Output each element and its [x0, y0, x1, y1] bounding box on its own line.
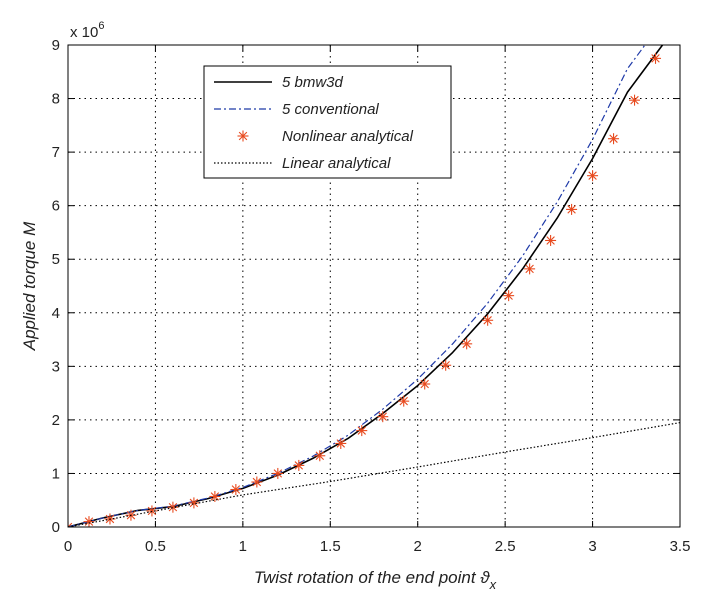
data-point [524, 263, 536, 275]
data-point [314, 450, 326, 462]
x-tick-label: 3 [588, 538, 596, 555]
x-axis-title: Twist rotation of the end point ϑx [254, 568, 497, 592]
data-point [209, 490, 221, 502]
data-point [68, 521, 74, 527]
data-point [293, 459, 305, 471]
x-tick-label: 1.5 [320, 538, 341, 555]
data-point [251, 476, 263, 488]
data-point [272, 467, 284, 479]
legend-label-5-bmw3d: 5 bmw3d [282, 74, 344, 91]
data-point [650, 52, 662, 64]
data-point [629, 94, 641, 106]
y-tick-label: 2 [52, 412, 60, 429]
data-point [419, 378, 431, 390]
plot-frame [67, 44, 681, 528]
legend-label-linear-analytical: Linear analytical [282, 155, 391, 172]
data-point [461, 338, 473, 350]
data-point [167, 501, 179, 513]
series-line-5-conventional [68, 45, 646, 527]
y-tick-label: 4 [52, 305, 60, 322]
x-tick-label: 2.5 [495, 538, 516, 555]
y-multiplier: x 106 [70, 20, 104, 41]
data-point [356, 425, 368, 437]
data-point [587, 170, 599, 182]
legend-label-5-conventional: 5 conventional [282, 101, 379, 118]
data-point [545, 234, 557, 246]
y-tick-label: 8 [52, 91, 60, 108]
data-point [482, 314, 494, 326]
data-point [503, 290, 515, 302]
y-tick-label: 5 [52, 251, 60, 268]
ticks: 0 0.5 1 1.5 2 2.5 3 3.5 0 1 2 3 4 5 6 7 8 9 [52, 37, 691, 555]
legend-box [203, 65, 452, 179]
data-point [230, 484, 242, 496]
data-point [377, 411, 389, 423]
data-point [335, 437, 347, 449]
y-tick-label: 6 [52, 198, 60, 215]
data-point [398, 395, 410, 407]
y-tick-label: 0 [52, 519, 60, 536]
grid [68, 45, 680, 527]
legend-label-nonlinear-analytical: Nonlinear analytical [282, 128, 414, 145]
y-tick-label: 7 [52, 144, 60, 161]
series-layer [68, 45, 680, 527]
legend: 5 bmw3d 5 conventional Nonlinear analytica… [203, 65, 452, 179]
x-tick-label: 0.5 [145, 538, 166, 555]
data-point [608, 133, 620, 145]
y-axis-title: Applied torque M [20, 221, 39, 351]
y-tick-label: 1 [52, 465, 60, 482]
x-tick-label: 1 [239, 538, 247, 555]
data-point [83, 516, 95, 527]
data-point [440, 359, 452, 371]
y-tick-label: 9 [52, 37, 60, 54]
x-tick-label: 3.5 [670, 538, 691, 555]
x-tick-label: 0 [64, 538, 72, 555]
data-point [188, 497, 200, 509]
legend-marker-nonlinear-analytical [237, 130, 249, 142]
x-tick-label: 2 [414, 538, 422, 555]
y-tick-label: 3 [52, 358, 60, 375]
data-point [566, 203, 578, 215]
